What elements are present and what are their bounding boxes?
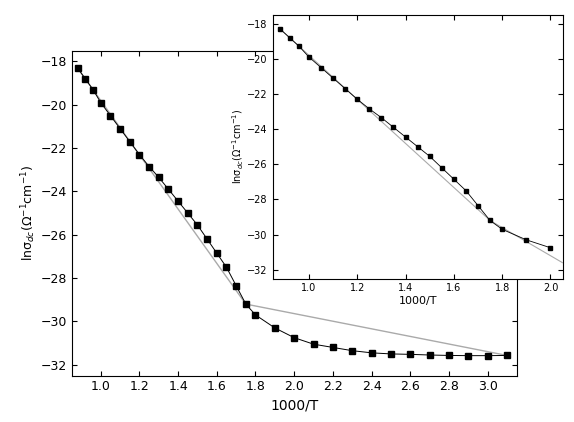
Y-axis label: lnσ$_{dc}$(Ω$^{-1}$cm$^{-1}$): lnσ$_{dc}$(Ω$^{-1}$cm$^{-1}$) bbox=[230, 109, 246, 184]
X-axis label: 1000/T: 1000/T bbox=[270, 399, 319, 413]
X-axis label: 1000/T: 1000/T bbox=[398, 296, 437, 306]
Y-axis label: lnσ$_{dc}$(Ω$^{-1}$cm$^{-1}$): lnσ$_{dc}$(Ω$^{-1}$cm$^{-1}$) bbox=[19, 165, 38, 261]
